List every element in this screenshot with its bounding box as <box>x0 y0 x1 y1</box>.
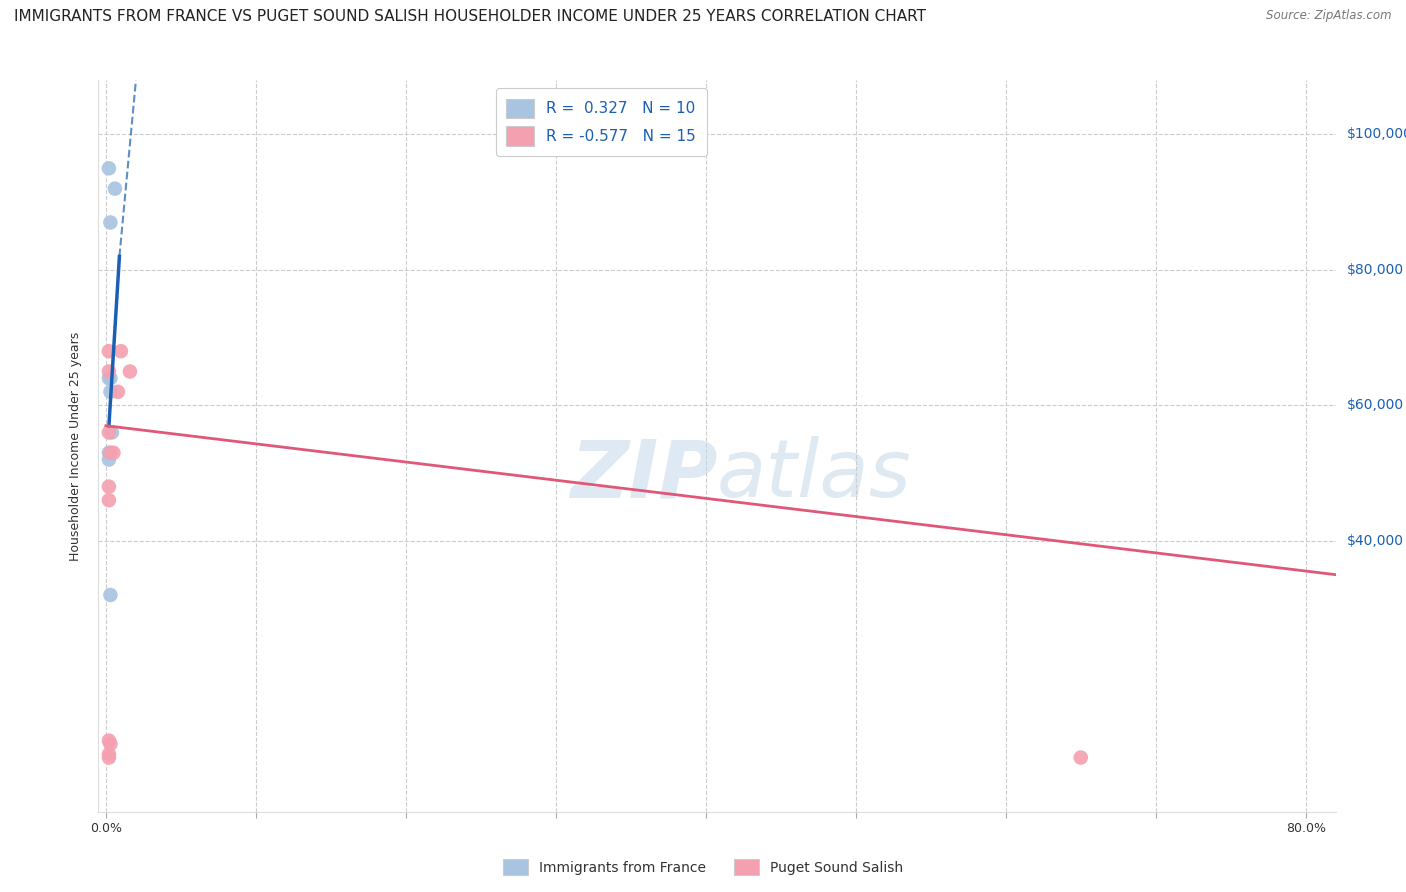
Text: $80,000: $80,000 <box>1347 263 1405 277</box>
Y-axis label: Householder Income Under 25 years: Householder Income Under 25 years <box>69 331 83 561</box>
Point <box>97 747 120 761</box>
Point <box>97 480 120 494</box>
Point <box>97 161 120 176</box>
Point <box>104 181 127 195</box>
Text: $60,000: $60,000 <box>1347 399 1405 412</box>
Point <box>100 737 122 751</box>
Text: IMMIGRANTS FROM FRANCE VS PUGET SOUND SALISH HOUSEHOLDER INCOME UNDER 25 YEARS C: IMMIGRANTS FROM FRANCE VS PUGET SOUND SA… <box>14 9 927 24</box>
Point <box>100 588 122 602</box>
Point <box>97 446 120 460</box>
Point <box>100 384 122 399</box>
Text: atlas: atlas <box>717 436 912 515</box>
Text: ZIP: ZIP <box>569 436 717 515</box>
Point <box>100 371 122 385</box>
Point <box>107 384 129 399</box>
Text: $100,000: $100,000 <box>1347 128 1406 142</box>
Point <box>97 733 120 747</box>
Point <box>97 371 120 385</box>
Legend: R =  0.327   N = 10, R = -0.577   N = 15: R = 0.327 N = 10, R = -0.577 N = 15 <box>496 88 707 156</box>
Point <box>97 364 120 378</box>
Point <box>97 344 120 359</box>
Point <box>97 750 120 764</box>
Legend: Immigrants from France, Puget Sound Salish: Immigrants from France, Puget Sound Sali… <box>498 854 908 880</box>
Point <box>103 446 125 460</box>
Point <box>100 446 122 460</box>
Point <box>110 344 132 359</box>
Point <box>118 364 141 378</box>
Point <box>101 425 124 440</box>
Point <box>1070 750 1092 764</box>
Point <box>100 215 122 229</box>
Text: $40,000: $40,000 <box>1347 533 1403 548</box>
Point <box>97 452 120 467</box>
Point <box>97 425 120 440</box>
Point <box>97 493 120 508</box>
Text: Source: ZipAtlas.com: Source: ZipAtlas.com <box>1267 9 1392 22</box>
